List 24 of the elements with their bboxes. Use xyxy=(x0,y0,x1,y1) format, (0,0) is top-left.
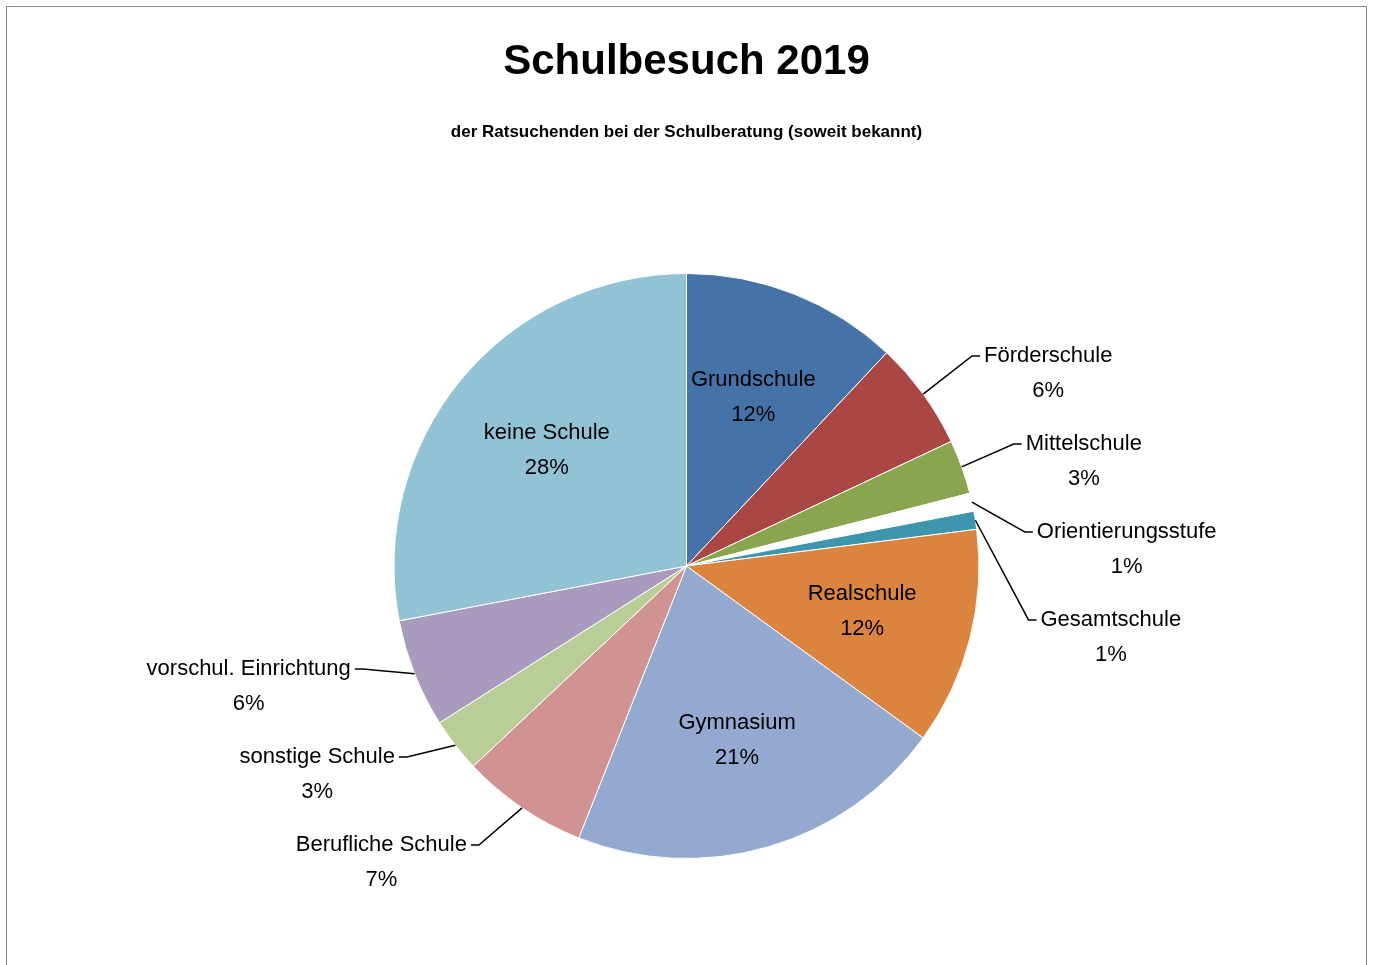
slice-label: Realschule xyxy=(807,579,917,605)
slice-label: keine Schule xyxy=(483,418,610,444)
slice-label: Gymnasium xyxy=(678,708,796,734)
data-label: 28% xyxy=(524,453,569,479)
slice-label: Förderschule xyxy=(984,342,1113,367)
slice-label: Gesamtschule xyxy=(1040,606,1182,631)
chart-title: Schulbesuch 2019 xyxy=(502,36,871,84)
slice-label: sonstige Schule xyxy=(239,743,395,769)
data-label: 21% xyxy=(715,743,760,769)
data-label: 12% xyxy=(840,614,885,640)
data-label: 3% xyxy=(301,778,334,804)
data-label: 12% xyxy=(731,400,776,426)
slice-label: Orientierungsstufe xyxy=(1036,518,1217,543)
data-label: 1% xyxy=(1110,553,1143,578)
slice-label: Grundschule xyxy=(690,365,816,391)
chart-subtitle: der Ratsuchenden bei der Schulberatung (soweit bekannt) xyxy=(449,122,924,142)
data-label: 6% xyxy=(1032,377,1065,402)
slice-label: Berufliche Schule xyxy=(295,831,467,857)
data-label: 7% xyxy=(365,866,398,892)
data-label: 1% xyxy=(1094,641,1127,666)
slice-label: vorschul. Einrichtung xyxy=(146,655,351,681)
data-label: 6% xyxy=(232,690,265,716)
slice-label: Mittelschule xyxy=(1025,430,1142,455)
data-label: 3% xyxy=(1067,465,1100,490)
